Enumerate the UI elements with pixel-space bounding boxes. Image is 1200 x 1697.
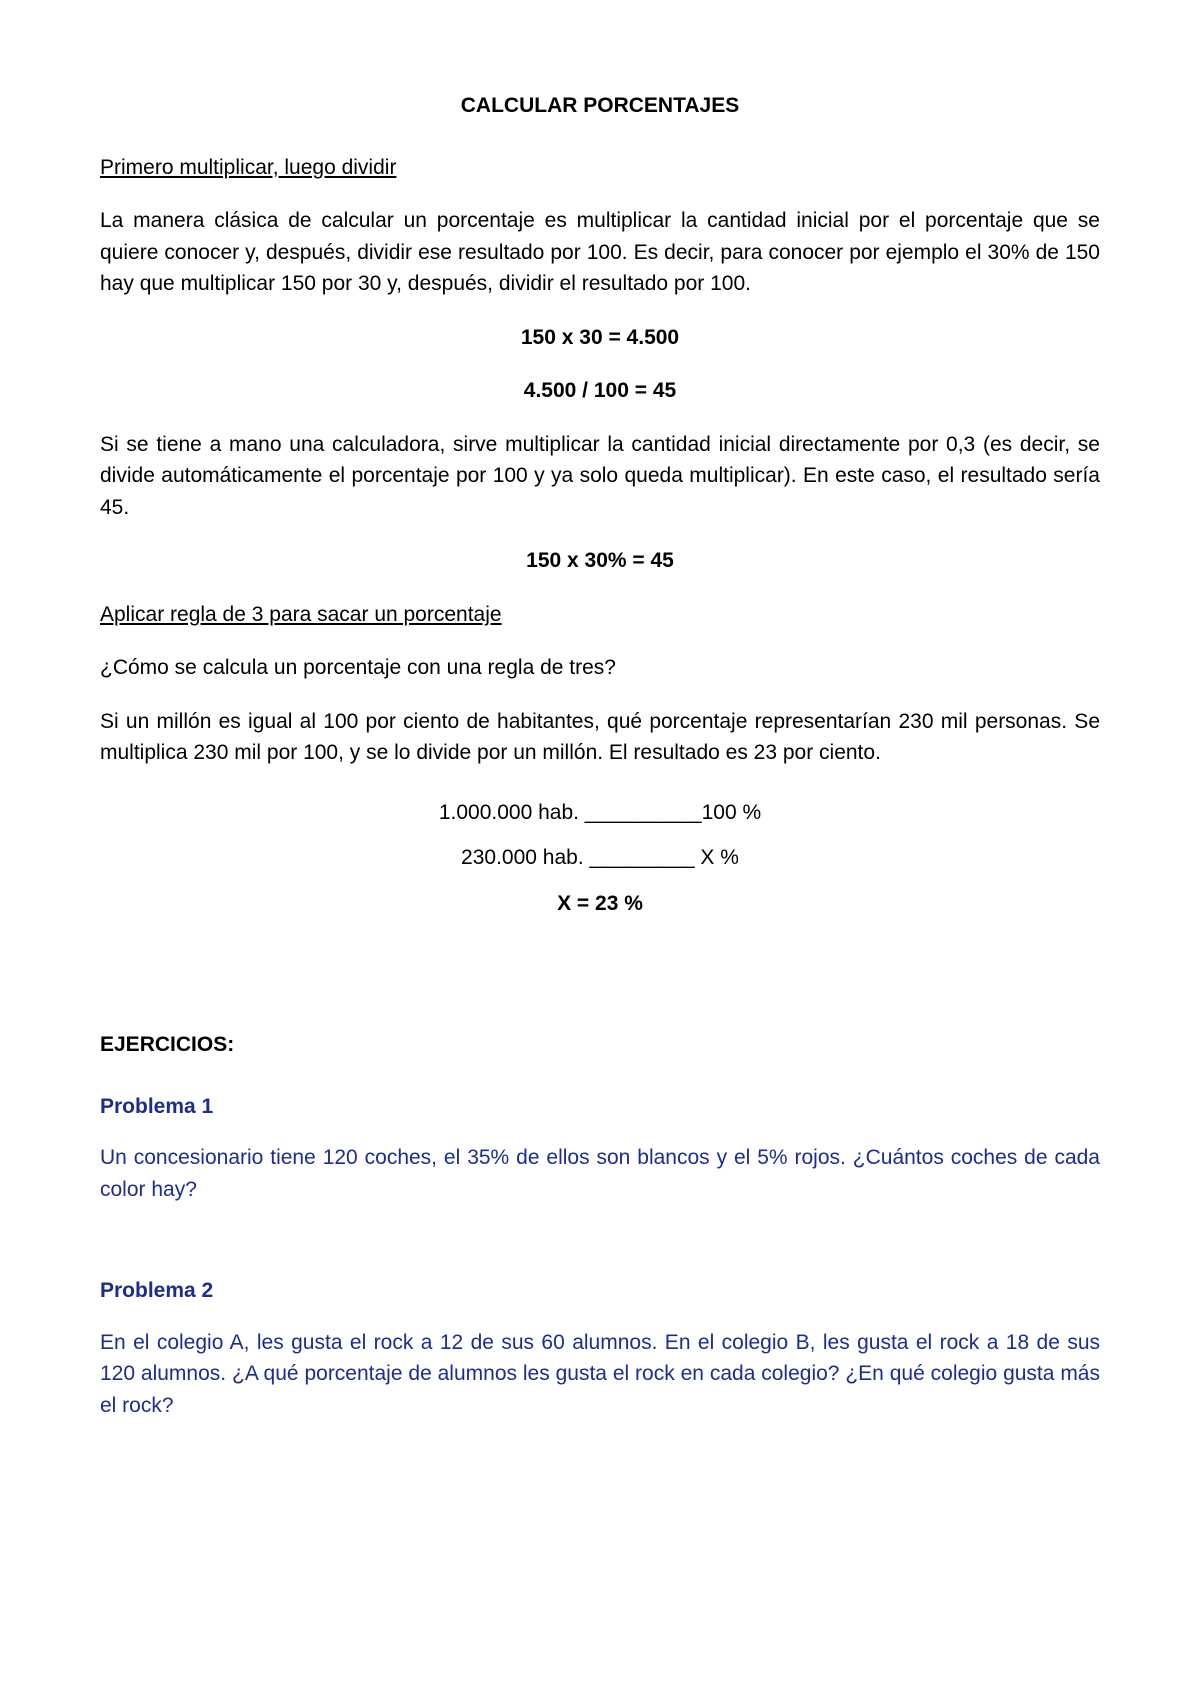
section2-result: X = 23 % bbox=[100, 888, 1100, 920]
section2-para2: Si un millón es igual al 100 por ciento … bbox=[100, 706, 1100, 769]
section1-para1: La manera clásica de calcular un porcent… bbox=[100, 205, 1100, 300]
section2-para1: ¿Cómo se calcula un porcentaje con una r… bbox=[100, 652, 1100, 684]
exercises-heading: EJERCICIOS: bbox=[100, 1029, 1100, 1061]
section1-formula3: 150 x 30% = 45 bbox=[100, 545, 1100, 577]
section2-calc1: 1.000.000 hab. __________100 % bbox=[100, 797, 1100, 829]
section1-para2: Si se tiene a mano una calculadora, sirv… bbox=[100, 429, 1100, 524]
section1-formula1: 150 x 30 = 4.500 bbox=[100, 322, 1100, 354]
section1-formula2: 4.500 / 100 = 45 bbox=[100, 375, 1100, 407]
problem-2-title: Problema 2 bbox=[100, 1275, 1100, 1307]
document-title: CALCULAR PORCENTAJES bbox=[100, 90, 1100, 122]
section2-calc2: 230.000 hab. _________ X % bbox=[100, 842, 1100, 874]
problem-1-title: Problema 1 bbox=[100, 1091, 1100, 1123]
section2-heading: Aplicar regla de 3 para sacar un porcent… bbox=[100, 599, 1100, 631]
problem-2-text: En el colegio A, les gusta el rock a 12 … bbox=[100, 1327, 1100, 1422]
section1-heading: Primero multiplicar, luego dividir bbox=[100, 152, 1100, 184]
problem-1-text: Un concesionario tiene 120 coches, el 35… bbox=[100, 1142, 1100, 1205]
